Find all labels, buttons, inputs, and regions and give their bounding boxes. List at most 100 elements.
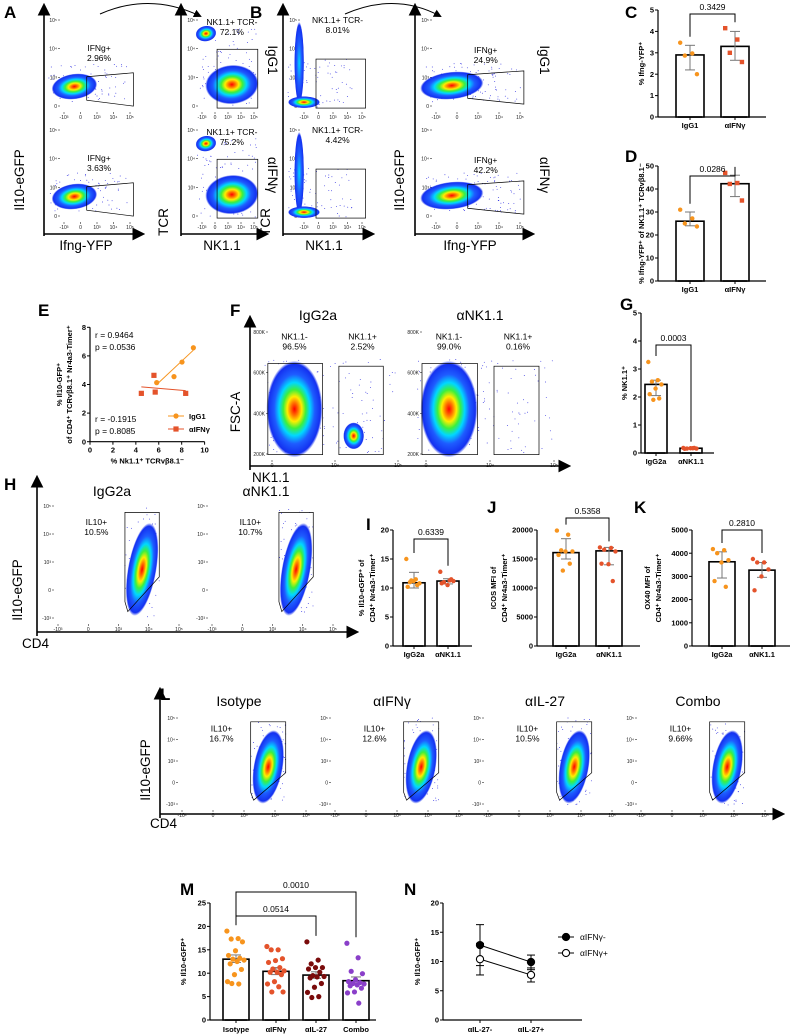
- event-dot: [288, 509, 290, 511]
- event-dot: [290, 178, 292, 180]
- y-tick-label: 0: [54, 104, 57, 110]
- event-dot: [524, 446, 526, 448]
- event-dot: [585, 793, 587, 795]
- data-point: [304, 989, 311, 995]
- x-tick-label: 10⁵: [358, 225, 366, 231]
- event-dot: [228, 45, 230, 47]
- event-dot: [53, 74, 55, 76]
- event-dot: [437, 785, 439, 787]
- event-dot: [437, 787, 439, 789]
- event-dot: [461, 364, 462, 366]
- data-point: [599, 561, 604, 566]
- event-dot: [287, 96, 289, 97]
- event-dot: [101, 89, 103, 91]
- plot-title: IgG2a: [93, 483, 131, 499]
- density-blob: [195, 25, 217, 42]
- flow-plot-f-1: 800K600K400K200K010⁴10⁵NK1.1-96.5%NK1.1+…: [253, 330, 402, 469]
- gate-percent: 12.6%: [362, 734, 387, 744]
- data-point: [307, 975, 313, 981]
- event-dot: [292, 194, 293, 196]
- event-dot: [484, 398, 485, 400]
- y-tick-label: 15: [431, 928, 439, 937]
- event-dot: [328, 177, 330, 178]
- event-dot: [494, 75, 496, 77]
- gate-percent: 0.16%: [506, 341, 531, 351]
- event-dot: [204, 165, 206, 167]
- y-tick-label: 2: [633, 393, 637, 402]
- event-dot: [202, 173, 204, 175]
- y-tick-label: 3: [633, 365, 637, 374]
- event-dot: [485, 207, 487, 209]
- data-point: [726, 557, 731, 563]
- event-dot: [269, 444, 270, 446]
- event-dot: [94, 93, 96, 95]
- data-point: [678, 40, 683, 45]
- event-dot: [463, 209, 465, 211]
- event-dot: [512, 360, 514, 362]
- p-value: 0.0003: [661, 333, 687, 343]
- event-dot: [349, 69, 351, 71]
- event-dot: [117, 181, 119, 183]
- event-dot: [495, 86, 496, 88]
- event-dot: [248, 102, 250, 104]
- data-point: [735, 180, 740, 186]
- data-point: [231, 972, 238, 978]
- x-tick-label: 10⁵: [126, 225, 134, 231]
- y-tick-label: 0: [192, 104, 195, 110]
- event-dot: [418, 719, 420, 720]
- event-dot: [80, 69, 81, 71]
- event-dot: [533, 369, 535, 370]
- event-dot: [496, 89, 498, 91]
- event-dot: [248, 65, 250, 67]
- event-dot: [735, 800, 737, 802]
- x-tick-label: 10³: [224, 115, 232, 121]
- event-dot: [338, 100, 340, 102]
- event-dot: [300, 607, 302, 609]
- gate-percent: 75.2%: [220, 137, 245, 147]
- density-blob: [405, 730, 437, 804]
- data-point: [727, 50, 733, 55]
- density-blob: [420, 181, 484, 210]
- event-dot: [320, 95, 322, 97]
- event-dot: [518, 437, 520, 439]
- event-dot: [331, 190, 333, 192]
- data-point: [280, 989, 286, 995]
- event-dot: [111, 200, 113, 202]
- bar-chart-d: 0 10 20 30 40 50% Ifng-YFP⁺ of NK1.1⁺ TCRvβ8.…: [637, 162, 766, 294]
- event-dot: [255, 144, 257, 146]
- panel-label-l: L: [160, 685, 170, 704]
- event-dot: [214, 176, 216, 178]
- event-dot: [488, 70, 490, 72]
- event-dot: [224, 142, 226, 144]
- y-tick-label: 0: [82, 437, 86, 446]
- event-dot: [429, 185, 431, 187]
- event-dot: [301, 510, 303, 512]
- event-dot: [541, 448, 543, 450]
- panel-label-n: N: [404, 880, 416, 899]
- event-dot: [712, 728, 714, 730]
- event-dot: [207, 65, 209, 67]
- event-dot: [337, 213, 338, 214]
- bar: [595, 550, 623, 647]
- gate-name: IFNg+: [474, 45, 497, 55]
- event-dot: [108, 94, 110, 96]
- y-axis-label: % Il10-GFP⁺: [55, 363, 64, 406]
- event-dot: [567, 804, 569, 805]
- x-axis-title: Ifng-YFP: [59, 238, 112, 253]
- y-tick-label: 10⁴: [197, 532, 205, 538]
- y-tick-label: 20: [198, 922, 206, 931]
- data-point: [312, 964, 319, 971]
- scatter-chart-e: 0 2 4 6 8 % Il10-GFP⁺ of CD4⁺ TCRvβ8.1⁺ Nr4a3-…: [55, 323, 211, 466]
- gate-name: NK1.1-: [436, 331, 463, 341]
- event-dot: [312, 605, 314, 607]
- bar: [302, 974, 330, 1021]
- event-dot: [584, 790, 586, 792]
- data-point: [348, 968, 354, 974]
- event-dot: [507, 73, 509, 75]
- data-point: [404, 556, 409, 562]
- p-value: 0.0010: [283, 880, 309, 890]
- event-dot: [283, 796, 285, 798]
- correlation-p: p = 0.0536: [95, 342, 136, 352]
- event-dot: [337, 412, 339, 414]
